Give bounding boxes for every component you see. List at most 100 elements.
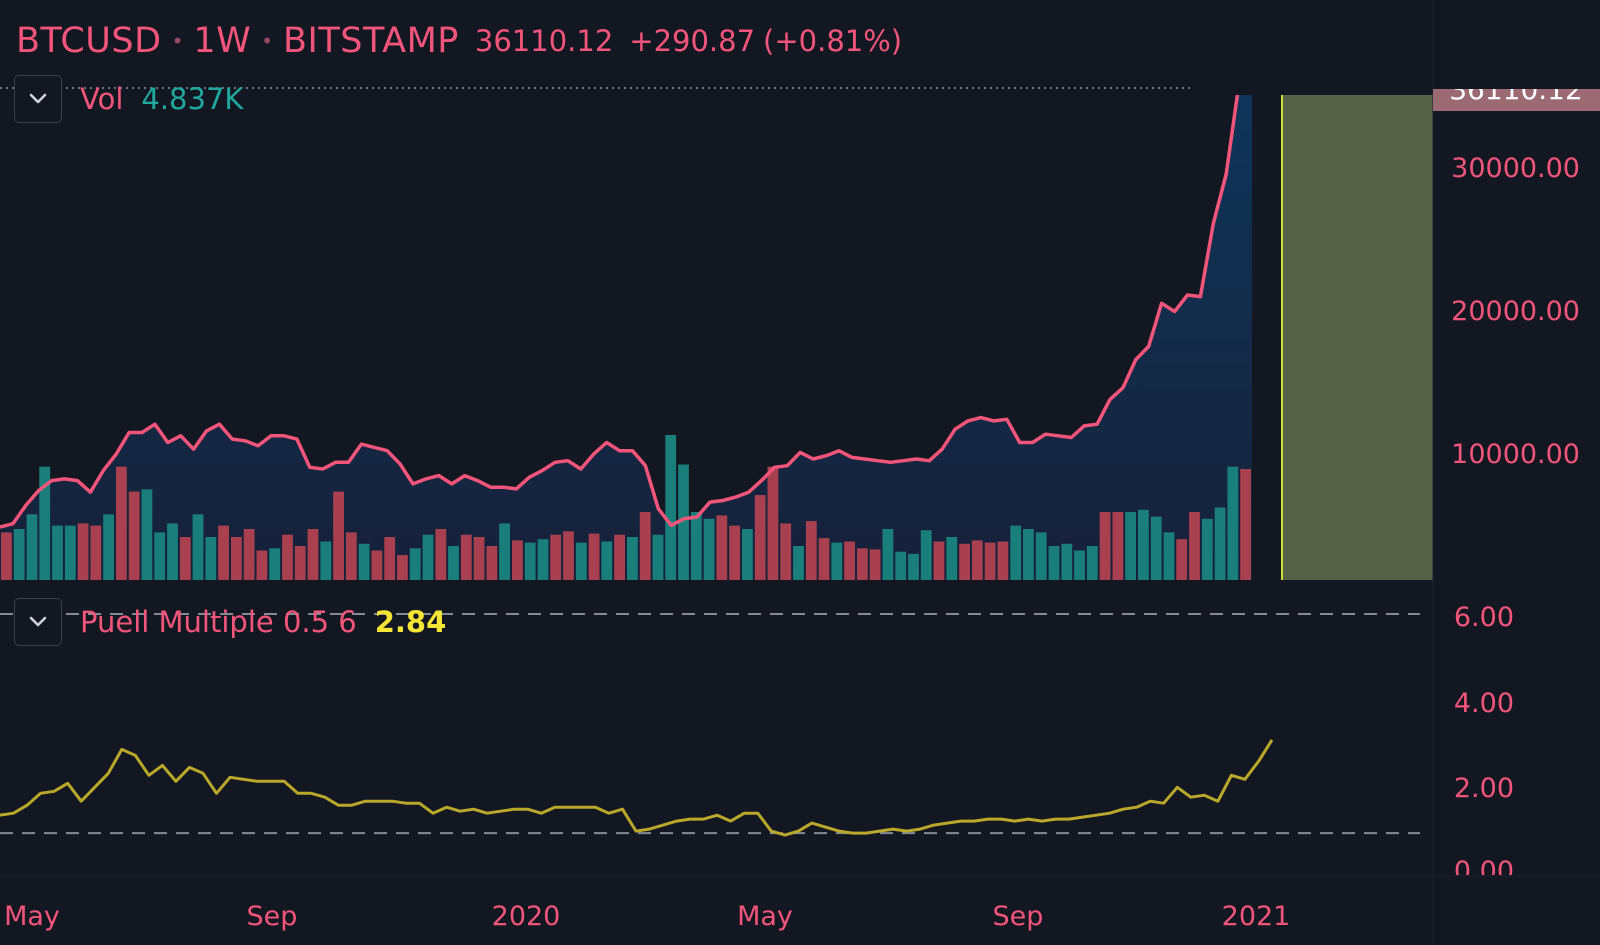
price-axis-label: 30000.00	[1451, 153, 1580, 184]
volume-bar	[422, 534, 434, 580]
volume-bar	[243, 529, 255, 580]
volume-bar	[371, 550, 383, 580]
volume-bar	[959, 543, 970, 580]
volume-bar	[141, 489, 153, 580]
volume-bar	[831, 542, 843, 580]
price-area-fill	[0, 95, 1252, 580]
volume-bar	[358, 543, 370, 580]
volume-bar	[844, 541, 855, 580]
volume-bar	[52, 525, 63, 580]
volume-bar	[614, 534, 625, 580]
volume-bar	[103, 514, 114, 580]
volume-bar	[1214, 507, 1226, 580]
volume-bar	[703, 518, 715, 580]
symbol-name[interactable]: BTCUSD	[16, 21, 162, 61]
volume-bar	[397, 555, 408, 580]
time-axis-label: Sep	[993, 901, 1044, 932]
price-axis-label: 10000.00	[1451, 439, 1580, 470]
volume-bar	[1189, 512, 1200, 580]
volume-bar	[665, 435, 677, 580]
last-price-tag-text: 36110.12	[1449, 73, 1583, 106]
volume-bar	[550, 534, 562, 580]
time-axis-label: 2020	[492, 901, 561, 932]
puell-axis-label: 0.00	[1454, 856, 1514, 887]
volume-bar	[920, 530, 932, 580]
volume-bar	[1201, 518, 1213, 580]
volume-bar	[39, 466, 51, 580]
volume-bar	[64, 525, 76, 580]
volume-bar	[1138, 509, 1149, 580]
volume-bar	[946, 537, 958, 580]
volume-bar	[192, 514, 204, 580]
volume-bar	[1163, 532, 1175, 580]
volume-bar	[282, 534, 293, 580]
volume-bar	[435, 529, 447, 580]
volume-bar	[652, 534, 664, 580]
price-change: +290.87	[629, 24, 756, 58]
volume-bar	[333, 491, 344, 580]
volume-bar	[1150, 516, 1162, 580]
volume-bar	[77, 523, 89, 580]
volume-bar	[294, 546, 306, 580]
volume-bar	[882, 529, 894, 580]
volume-bar	[167, 523, 178, 580]
puell-axis-label: 2.00	[1454, 773, 1514, 804]
puell-label: Puell Multiple 0.5 6	[80, 605, 357, 639]
volume-bar	[128, 491, 140, 580]
volume-bar	[742, 529, 753, 580]
time-axis-label: Sep	[247, 901, 298, 932]
price-volume-group	[0, 95, 1252, 580]
chevron-down-icon	[29, 93, 47, 104]
volume-bar	[499, 523, 510, 580]
volume-bar	[639, 512, 651, 580]
volume-bar	[537, 539, 549, 580]
volume-bar	[678, 464, 689, 580]
volume-bar	[1035, 532, 1047, 580]
volume-bar	[588, 533, 600, 580]
volume-bar	[256, 550, 268, 580]
price-line	[0, 95, 1240, 529]
volume-collapse-button[interactable]	[14, 75, 62, 123]
volume-bar	[409, 548, 421, 580]
volume-bar	[345, 532, 357, 580]
volume-bar	[563, 531, 574, 580]
volume-bar	[767, 466, 779, 580]
interval-label[interactable]: 1W	[193, 21, 252, 61]
price-axis-label: 20000.00	[1451, 296, 1580, 327]
volume-bar	[13, 529, 25, 580]
volume-bar	[524, 542, 536, 580]
volume-bar	[1010, 525, 1022, 580]
volume-bar	[1061, 543, 1073, 580]
volume-bar	[627, 537, 638, 580]
volume-bar	[473, 537, 485, 580]
volume-bar	[320, 541, 332, 580]
volume-bar	[384, 537, 396, 580]
volume-bar	[729, 525, 740, 580]
volume-bar	[1, 532, 12, 580]
symbol-header: BTCUSD • 1W • BITSTAMP 36110.12 +290.87 …	[16, 16, 902, 66]
puell-line	[0, 739, 1274, 837]
volume-label: Vol	[80, 82, 124, 116]
volume-bar	[1176, 539, 1188, 580]
volume-bar	[869, 549, 881, 580]
volume-bar	[307, 529, 319, 580]
volume-bar	[90, 525, 102, 580]
volume-bar	[933, 541, 945, 580]
price-change-percent: (+0.81%)	[763, 24, 903, 58]
volume-bar	[793, 546, 804, 580]
volume-bar	[269, 548, 281, 580]
time-axis-label: May	[737, 901, 793, 932]
puell-legend: Puell Multiple 0.5 6 2.84	[14, 598, 446, 646]
volume-bar	[971, 540, 983, 580]
volume-bar	[1048, 546, 1060, 580]
puell-collapse-button[interactable]	[14, 598, 62, 646]
volume-bar	[754, 495, 766, 580]
volume-bar	[26, 514, 38, 580]
time-axis-label: 2021	[1222, 901, 1291, 932]
volume-bar	[908, 553, 919, 580]
volume-bar	[1074, 550, 1085, 580]
volume-bar	[1086, 546, 1098, 580]
highlight-band	[1282, 95, 1433, 580]
volume-bar	[575, 542, 587, 580]
